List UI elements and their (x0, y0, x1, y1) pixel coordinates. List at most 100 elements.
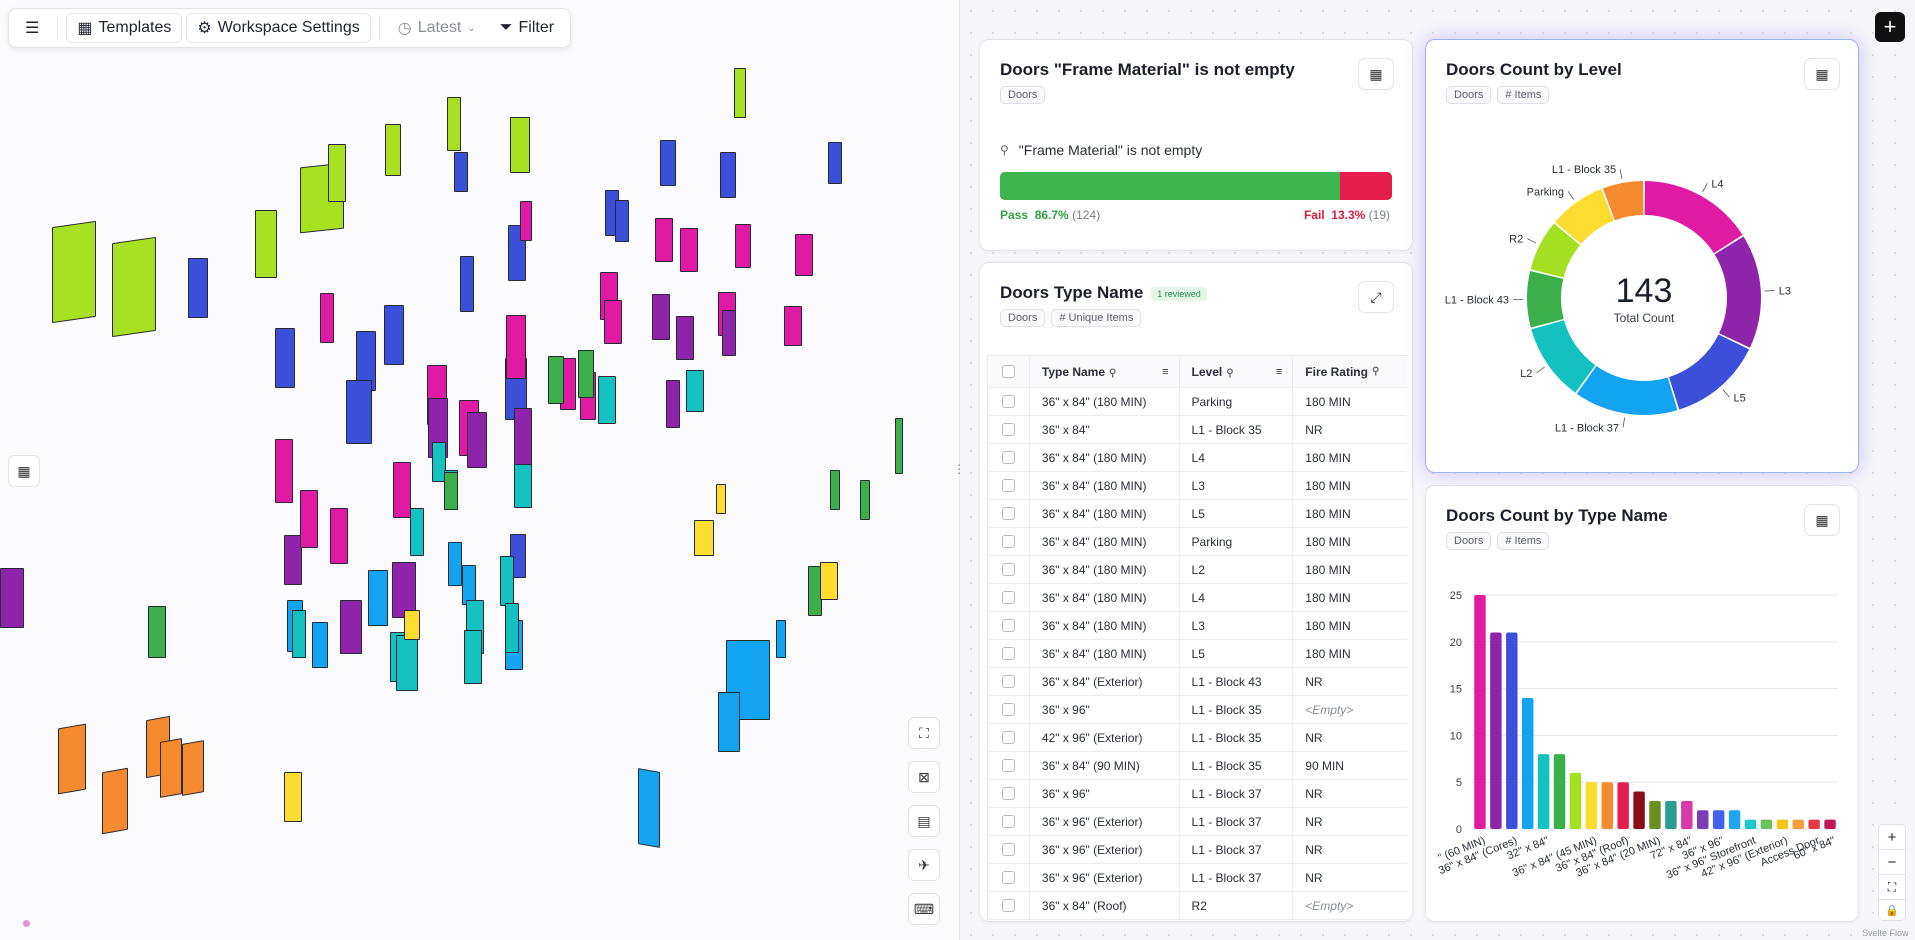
table-row[interactable]: 36" x 96" (Exterior) L1 - Block 37 NR (988, 864, 1407, 892)
bar[interactable] (1569, 772, 1582, 829)
table-row[interactable]: 36" x 84" (180 MIN) L4 180 MIN (988, 444, 1407, 472)
door-model[interactable] (500, 556, 514, 606)
zoom-in-button[interactable]: + (1878, 824, 1906, 850)
door-model[interactable] (448, 542, 462, 586)
panel-splitter[interactable] (959, 0, 960, 940)
bar[interactable] (1474, 595, 1486, 829)
door-model[interactable] (384, 305, 404, 365)
door-model[interactable] (393, 462, 411, 518)
keyboard-button[interactable]: ⌨ (908, 893, 940, 925)
door-model[interactable] (652, 294, 670, 340)
door-model[interactable] (734, 68, 746, 118)
row-checkbox[interactable] (1001, 451, 1015, 464)
donut-slice[interactable] (1602, 181, 1644, 221)
select-all-checkbox[interactable] (1001, 365, 1015, 378)
table-row[interactable]: 36" x 96" L1 - Block 35 <Empty> (988, 696, 1407, 724)
table-row[interactable]: 36" x 84" (Exterior) L1 - Block 43 NR (988, 668, 1407, 696)
door-model[interactable] (454, 152, 468, 192)
table-row[interactable]: 42" x 96" (Exterior) L1 - Block 35 NR (988, 724, 1407, 752)
fit-button[interactable]: ⛶ (1878, 874, 1906, 900)
row-checkbox[interactable] (1001, 759, 1015, 772)
add-widget-button[interactable]: + (1875, 12, 1905, 42)
table-row[interactable]: 36" x 84" L1 - Block 35 NR (988, 416, 1407, 444)
table-row[interactable]: 36" x 84" (180 MIN) Parking 180 MIN (988, 388, 1407, 416)
door-model[interactable] (330, 508, 348, 564)
door-model[interactable] (52, 220, 96, 324)
table-row[interactable]: 36" x 96" L1 - Block 37 NR (988, 780, 1407, 808)
bar[interactable] (1665, 800, 1677, 829)
door-model[interactable] (112, 236, 156, 338)
row-checkbox[interactable] (1001, 507, 1015, 520)
row-checkbox[interactable] (1001, 647, 1015, 660)
table-row[interactable]: 36" x 84" (180 MIN) L2 180 MIN (988, 556, 1407, 584)
bar[interactable] (1681, 800, 1693, 829)
door-model[interactable] (615, 200, 629, 242)
door-model[interactable] (396, 635, 418, 691)
row-checkbox[interactable] (1001, 395, 1015, 408)
donut-slice[interactable] (1644, 181, 1743, 254)
donut-slice[interactable] (1576, 365, 1678, 415)
bar[interactable] (1649, 800, 1661, 829)
bar[interactable] (1585, 782, 1598, 829)
door-model[interactable] (510, 117, 530, 173)
door-model[interactable] (188, 258, 208, 318)
door-model[interactable] (735, 224, 751, 268)
table-row[interactable]: 36" x 96" (Exterior) L1 - Block 37 NR (988, 808, 1407, 836)
sort-icon[interactable]: ≡ (1162, 365, 1169, 378)
door-model[interactable] (578, 350, 594, 398)
row-checkbox[interactable] (1001, 899, 1015, 912)
door-model[interactable] (410, 508, 424, 556)
isolate-button[interactable]: ⊠ (908, 761, 940, 793)
row-checkbox[interactable] (1001, 591, 1015, 604)
bar[interactable] (1824, 819, 1836, 829)
door-model[interactable] (312, 622, 328, 668)
navigate-button[interactable]: ✈ (908, 849, 940, 881)
door-model[interactable] (505, 603, 519, 653)
type-name-header[interactable]: Type Name ⚲ ≡ (1030, 356, 1180, 387)
door-model[interactable] (820, 562, 838, 600)
door-model[interactable] (467, 412, 487, 468)
table-row[interactable]: 36" x 84" (180 MIN) L5 180 MIN (988, 640, 1407, 668)
door-model[interactable] (784, 306, 802, 346)
door-model[interactable] (895, 418, 903, 474)
door-model[interactable] (102, 767, 128, 835)
bar[interactable] (1537, 754, 1550, 829)
door-model[interactable] (694, 520, 714, 556)
door-model[interactable] (720, 152, 736, 198)
bar[interactable] (1490, 632, 1502, 829)
table-row[interactable]: 36" x 84" (180 MIN) L5 180 MIN (988, 500, 1407, 528)
door-model[interactable] (284, 535, 302, 585)
door-model[interactable] (160, 738, 182, 798)
donut-slice[interactable] (1531, 320, 1596, 393)
row-checkbox[interactable] (1001, 479, 1015, 492)
door-model[interactable] (182, 740, 204, 796)
door-model[interactable] (460, 256, 474, 312)
donut-slice[interactable] (1714, 236, 1761, 348)
door-model[interactable] (58, 723, 86, 795)
door-model[interactable] (660, 140, 676, 186)
door-model[interactable] (716, 484, 726, 514)
row-checkbox[interactable] (1001, 871, 1015, 884)
door-model[interactable] (464, 630, 482, 684)
dashboard-canvas[interactable]: Doors "Frame Material" is not empty Door… (960, 0, 1915, 940)
table-row[interactable]: 36" x 84" (180 MIN) L3 180 MIN (988, 472, 1407, 500)
door-model[interactable] (0, 568, 24, 628)
bar[interactable] (1792, 819, 1804, 829)
door-model[interactable] (346, 380, 372, 444)
menu-button[interactable]: ☰ (15, 13, 49, 43)
bar[interactable] (1521, 697, 1534, 829)
table-toggle-button[interactable]: ▦ (8, 455, 40, 487)
bar[interactable] (1553, 754, 1566, 829)
templates-button[interactable]: ▦ Templates (66, 13, 183, 43)
door-model[interactable] (718, 692, 740, 752)
door-model[interactable] (392, 562, 416, 618)
door-model[interactable] (404, 610, 420, 640)
row-checkbox[interactable] (1001, 787, 1015, 800)
door-model[interactable] (598, 376, 616, 424)
row-checkbox[interactable] (1001, 535, 1015, 548)
type-table-button[interactable]: ▦ (1804, 504, 1840, 536)
rule-table-button[interactable]: ▦ (1358, 58, 1394, 90)
door-model[interactable] (548, 356, 564, 404)
row-checkbox[interactable] (1001, 703, 1015, 716)
count-by-type-card[interactable]: Doors Count by Type Name Doors # Items ▦… (1425, 485, 1859, 922)
